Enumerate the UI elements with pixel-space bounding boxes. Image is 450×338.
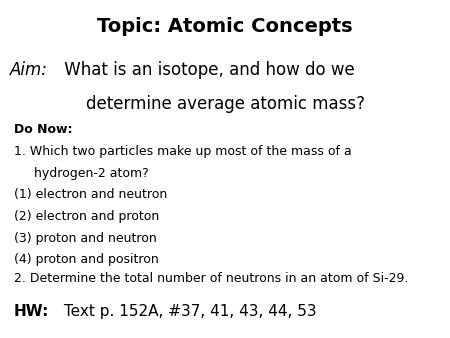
Text: Aim:: Aim: — [10, 61, 48, 79]
Text: What is an isotope, and how do we: What is an isotope, and how do we — [58, 61, 354, 79]
Text: (3) proton and neutron: (3) proton and neutron — [14, 232, 156, 244]
Text: 2. Determine the total number of neutrons in an atom of Si-29.: 2. Determine the total number of neutron… — [14, 272, 408, 285]
Text: (4) proton and positron: (4) proton and positron — [14, 254, 158, 266]
Text: (1) electron and neutron: (1) electron and neutron — [14, 188, 167, 200]
Text: 1. Which two particles make up most of the mass of a: 1. Which two particles make up most of t… — [14, 145, 351, 158]
Text: Text p. 152A, #37, 41, 43, 44, 53: Text p. 152A, #37, 41, 43, 44, 53 — [59, 304, 317, 319]
Text: HW:: HW: — [14, 304, 49, 319]
Text: determine average atomic mass?: determine average atomic mass? — [86, 95, 365, 113]
Text: Topic: Atomic Concepts: Topic: Atomic Concepts — [97, 17, 353, 36]
Text: hydrogen-2 atom?: hydrogen-2 atom? — [34, 167, 148, 180]
Text: (2) electron and proton: (2) electron and proton — [14, 210, 159, 222]
Text: Do Now:: Do Now: — [14, 123, 72, 136]
